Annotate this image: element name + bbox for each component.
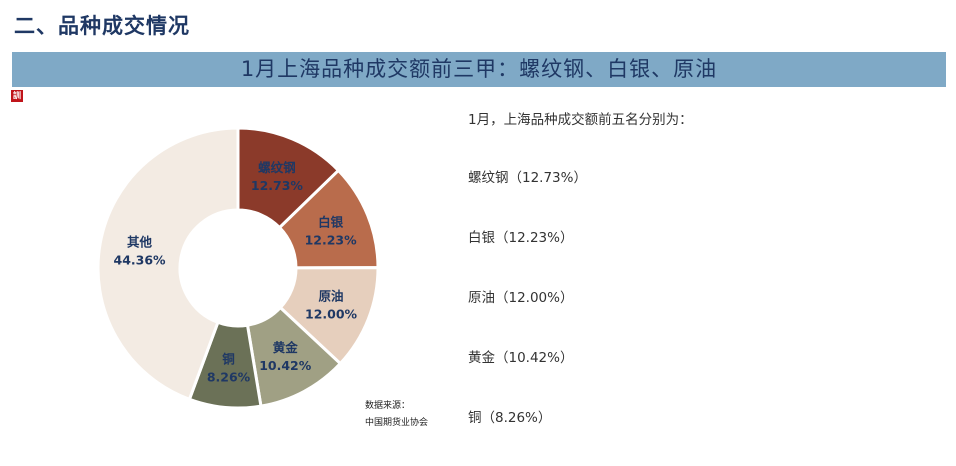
slice-category-label: 其他: [127, 234, 153, 249]
ranking-item: 螺纹钢（12.73%）: [468, 170, 587, 186]
ranking-intro: 1月，上海品种成交额前五名分别为：: [468, 112, 693, 128]
ranking-item: 铜（8.26%）: [468, 410, 552, 426]
data-source-label: 数据来源：: [365, 401, 411, 411]
slice-category-label: 铜: [222, 352, 235, 367]
donut-chart: 螺纹钢 12.73% 白银 12.23% 原油 12.00% 黄金 10.42% 铜 8.26% 其…: [96, 126, 380, 410]
slice-category-label: 螺纹钢: [258, 160, 296, 175]
ranking-item: 原油（12.00%）: [468, 290, 574, 306]
slice-value-label: 44.36%: [114, 252, 167, 267]
ranking-item: 白银（12.23%）: [468, 230, 574, 246]
data-source: 数据来源： 中国期货业协会: [365, 398, 428, 432]
donut-slice: [96, 126, 240, 402]
data-source-name: 中国期货业协会: [365, 418, 429, 428]
slice-value-label: 10.42%: [259, 358, 312, 373]
brand-logo-icon: 訓: [11, 90, 23, 102]
slice-category-label: 白银: [318, 214, 344, 229]
ranking-item: 黄金（10.42%）: [468, 350, 574, 366]
slice-value-label: 12.00%: [305, 307, 358, 322]
slice-category-label: 原油: [319, 289, 344, 304]
chart-title-banner: 1月上海品种成交额前三甲：螺纹钢、白银、原油: [12, 52, 946, 87]
slice-value-label: 12.23%: [305, 232, 358, 247]
section-title: 二、品种成交情况: [14, 14, 190, 38]
ranking-list: 螺纹钢（12.73%） 白银（12.23%） 原油（12.00%） 黄金（10.…: [468, 166, 587, 466]
slice-category-label: 黄金: [273, 340, 299, 355]
slice-value-label: 8.26%: [207, 370, 251, 385]
slice-value-label: 12.73%: [251, 178, 304, 193]
